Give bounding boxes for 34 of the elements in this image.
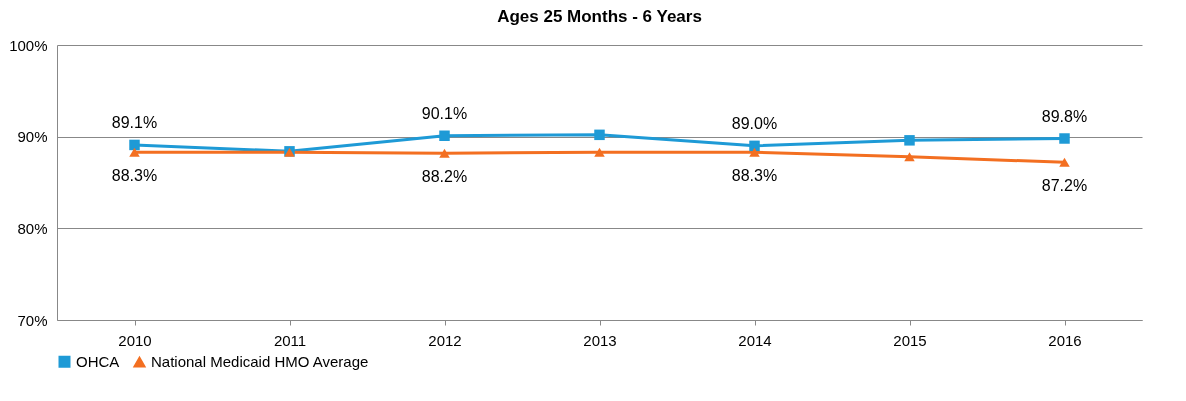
data-label: 88.3% [731, 167, 778, 185]
x-tick-label: 2014 [738, 331, 772, 349]
data-label: 89.1% [111, 113, 158, 131]
data-label: 89.0% [731, 114, 778, 132]
y-tick-label: 100% [9, 36, 48, 54]
point [749, 147, 760, 157]
point [129, 147, 140, 157]
point [1059, 157, 1070, 167]
point [904, 152, 915, 162]
legend-label: National Medicaid HMO Average [151, 353, 369, 371]
point [594, 147, 605, 157]
y-tick-label: 70% [17, 311, 48, 329]
y-tick-label: 80% [17, 219, 48, 237]
data-label: 87.2% [1041, 177, 1088, 195]
point [439, 148, 450, 158]
x-tick-label: 2015 [893, 331, 927, 349]
x-tick-label: 2013 [583, 331, 617, 349]
point [594, 129, 605, 141]
point [129, 139, 140, 151]
x-tick-label: 2012 [428, 331, 462, 349]
chart-title: Ages 25 Months - 6 Years [497, 7, 702, 26]
point [439, 130, 450, 141]
x-tick-label: 2016 [1048, 331, 1082, 349]
x-tick-label: 2010 [118, 331, 152, 349]
point [749, 140, 760, 152]
y-tick-label: 90% [17, 128, 48, 146]
data-label: 90.1% [421, 104, 468, 122]
x-tick-label: 2011 [273, 331, 307, 349]
point [1059, 133, 1070, 144]
point [904, 135, 915, 146]
data-label: 88.3% [111, 167, 158, 185]
legend-label: OHCA [76, 352, 120, 370]
data-label: 88.2% [421, 168, 468, 186]
data-label: 89.8% [1041, 107, 1088, 125]
